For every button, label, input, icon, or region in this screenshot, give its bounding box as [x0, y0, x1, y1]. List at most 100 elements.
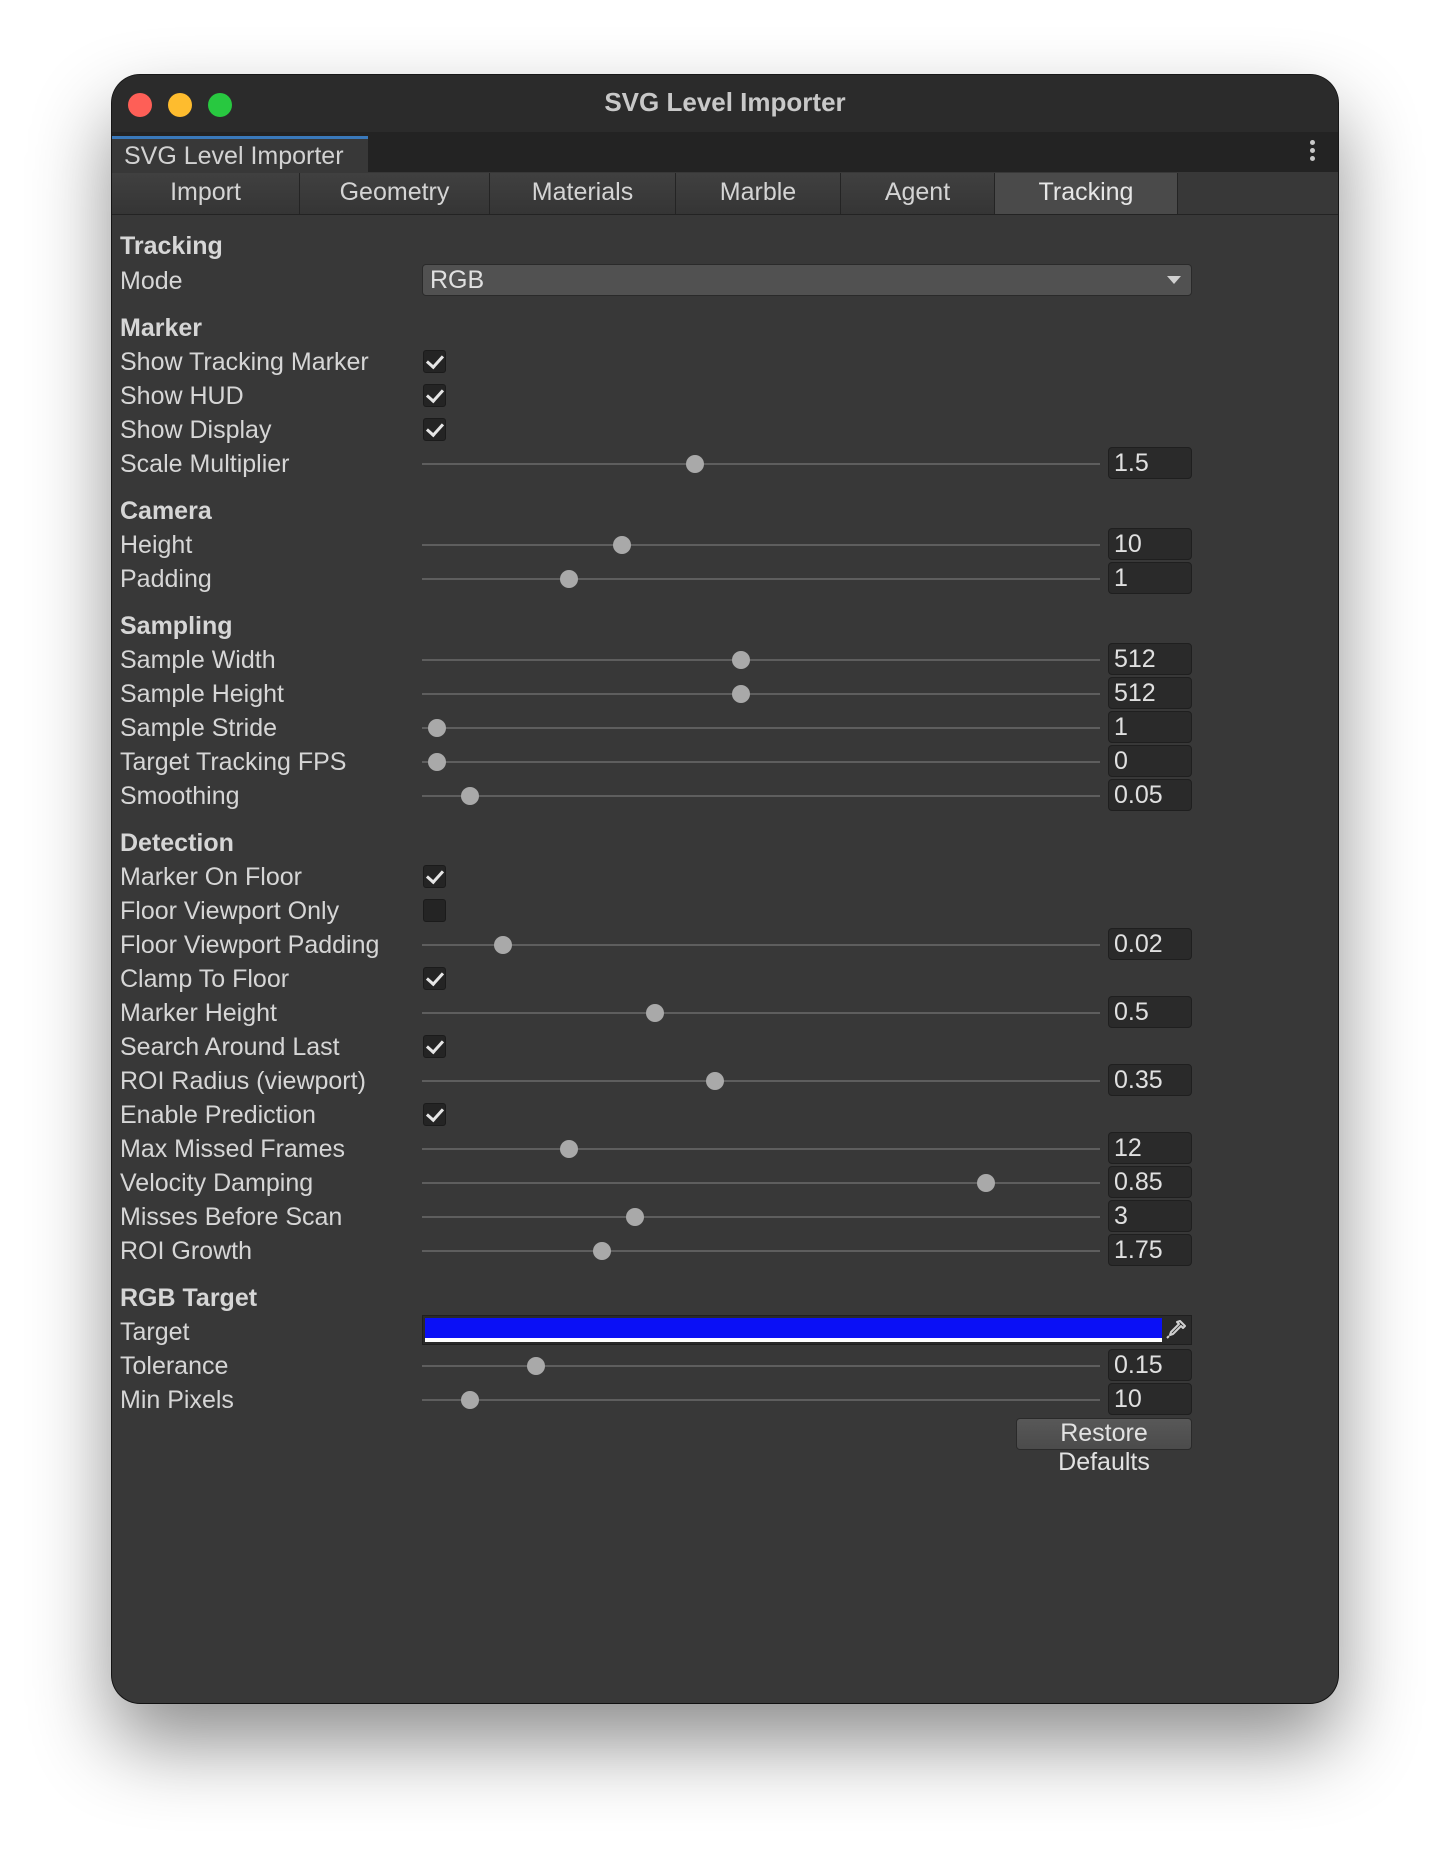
scale-multiplier-value: 1.5: [1114, 449, 1149, 477]
slider-row: Velocity Damping 0.85: [112, 1166, 1338, 1200]
velocity-damping-slider[interactable]: [422, 1182, 1100, 1184]
sample-width-slider[interactable]: [422, 659, 1100, 661]
checkmark-icon: [425, 418, 445, 438]
enable-prediction-checkbox[interactable]: [423, 1103, 446, 1126]
velocity-damping-label: Velocity Damping: [120, 1169, 314, 1197]
misses-before-scan-slider[interactable]: [422, 1216, 1100, 1218]
sample-height-field[interactable]: 512: [1108, 677, 1192, 709]
sample-height-label: Sample Height: [120, 680, 284, 708]
search-around-last-checkbox[interactable]: [423, 1035, 446, 1058]
min-pixels-slider[interactable]: [422, 1399, 1100, 1401]
mode-label: Mode: [120, 267, 183, 295]
floor-viewport-padding-slider-thumb[interactable]: [493, 936, 512, 954]
checkbox-row: Show HUD: [112, 379, 1338, 413]
marker-height-slider[interactable]: [422, 1012, 1100, 1014]
camera-height-value: 10: [1114, 530, 1142, 558]
min-pixels-field[interactable]: 10: [1108, 1383, 1192, 1415]
eyedropper-icon[interactable]: [1163, 1318, 1189, 1342]
marker-height-field[interactable]: 0.5: [1108, 996, 1192, 1028]
camera-height-slider-thumb[interactable]: [612, 536, 631, 554]
tab-materials[interactable]: Materials: [490, 173, 676, 214]
max-missed-frames-value: 12: [1114, 1134, 1142, 1162]
sample-stride-slider[interactable]: [422, 727, 1100, 729]
camera-padding-slider[interactable]: [422, 578, 1100, 580]
min-pixels-slider-thumb[interactable]: [460, 1391, 479, 1409]
roi-radius-slider-thumb[interactable]: [705, 1072, 724, 1090]
sample-width-value: 512: [1114, 645, 1156, 673]
max-missed-frames-field[interactable]: 12: [1108, 1132, 1192, 1164]
roi-radius-slider[interactable]: [422, 1080, 1100, 1082]
close-window-button[interactable]: [128, 93, 152, 117]
floor-viewport-padding-field[interactable]: 0.02: [1108, 928, 1192, 960]
camera-height-slider[interactable]: [422, 544, 1100, 546]
checkbox-row: Show Tracking Marker: [112, 345, 1338, 379]
tolerance-label: Tolerance: [120, 1352, 229, 1380]
scale-multiplier-slider[interactable]: [422, 463, 1100, 465]
misses-before-scan-field[interactable]: 3: [1108, 1200, 1192, 1232]
roi-growth-field[interactable]: 1.75: [1108, 1234, 1192, 1266]
max-missed-frames-label: Max Missed Frames: [120, 1135, 346, 1163]
misses-before-scan-slider-thumb[interactable]: [626, 1208, 645, 1226]
mode-dropdown[interactable]: RGB: [422, 264, 1192, 296]
checkbox-row: Floor Viewport Only: [112, 894, 1338, 928]
sample-stride-field[interactable]: 1: [1108, 711, 1192, 743]
roi-growth-slider[interactable]: [422, 1250, 1100, 1252]
tolerance-slider[interactable]: [422, 1365, 1100, 1367]
sample-height-slider[interactable]: [422, 693, 1100, 695]
more-options-icon[interactable]: [1308, 140, 1316, 164]
target-color-field[interactable]: [422, 1315, 1192, 1345]
sample-height-value: 512: [1114, 679, 1156, 707]
smoothing-slider[interactable]: [422, 795, 1100, 797]
minimize-window-button[interactable]: [168, 93, 192, 117]
max-missed-frames-slider-thumb[interactable]: [560, 1140, 579, 1158]
document-tab[interactable]: SVG Level Importer: [112, 136, 368, 172]
show-display-checkbox[interactable]: [423, 418, 446, 441]
tab-agent[interactable]: Agent: [841, 173, 995, 214]
target-fps-slider[interactable]: [422, 761, 1100, 763]
tab-geometry[interactable]: Geometry: [300, 173, 490, 214]
tab-tracking[interactable]: Tracking: [995, 173, 1178, 214]
show-hud-checkbox[interactable]: [423, 384, 446, 407]
search-around-last-label: Search Around Last: [120, 1033, 340, 1061]
show-display-label: Show Display: [120, 416, 272, 444]
target-fps-field[interactable]: 0: [1108, 745, 1192, 777]
marker-height-slider-thumb[interactable]: [646, 1004, 665, 1022]
smoothing-field[interactable]: 0.05: [1108, 779, 1192, 811]
target-fps-slider-thumb[interactable]: [427, 753, 446, 771]
scale-multiplier-slider-thumb[interactable]: [685, 455, 704, 473]
sample-width-field[interactable]: 512: [1108, 643, 1192, 675]
target-color-swatch[interactable]: [425, 1318, 1162, 1338]
restore-defaults-button[interactable]: Restore Defaults: [1016, 1418, 1192, 1476]
tolerance-value: 0.15: [1114, 1351, 1163, 1379]
camera-padding-field[interactable]: 1: [1108, 562, 1192, 594]
roi-radius-field[interactable]: 0.35: [1108, 1064, 1192, 1096]
velocity-damping-field[interactable]: 0.85: [1108, 1166, 1192, 1198]
smoothing-slider-thumb[interactable]: [460, 787, 479, 805]
max-missed-frames-slider[interactable]: [422, 1148, 1100, 1150]
roi-growth-slider-thumb[interactable]: [593, 1242, 612, 1260]
marker-on-floor-checkbox[interactable]: [423, 865, 446, 888]
tab-import[interactable]: Import: [112, 173, 300, 214]
camera-padding-slider-thumb[interactable]: [560, 570, 579, 588]
velocity-damping-slider-thumb[interactable]: [977, 1174, 996, 1192]
marker-on-floor-label: Marker On Floor: [120, 863, 302, 891]
sample-height-slider-thumb[interactable]: [732, 685, 751, 703]
slider-row: Target Tracking FPS 0: [112, 745, 1338, 779]
misses-before-scan-label: Misses Before Scan: [120, 1203, 343, 1231]
sample-stride-slider-thumb[interactable]: [427, 719, 446, 737]
floor-viewport-only-checkbox[interactable]: [423, 899, 446, 922]
show-hud-label: Show HUD: [120, 382, 244, 410]
tolerance-slider-thumb[interactable]: [526, 1357, 545, 1375]
slider-row: Marker Height 0.5: [112, 996, 1338, 1030]
camera-height-field[interactable]: 10: [1108, 528, 1192, 560]
tab-marble[interactable]: Marble: [676, 173, 841, 214]
floor-viewport-padding-slider[interactable]: [422, 944, 1100, 946]
show-tracking-marker-checkbox[interactable]: [423, 350, 446, 373]
clamp-to-floor-checkbox[interactable]: [423, 967, 446, 990]
maximize-window-button[interactable]: [208, 93, 232, 117]
tolerance-field[interactable]: 0.15: [1108, 1349, 1192, 1381]
sample-width-slider-thumb[interactable]: [732, 651, 751, 669]
marker-height-label: Marker Height: [120, 999, 277, 1027]
scale-multiplier-field[interactable]: 1.5: [1108, 447, 1192, 479]
target-color-label: Target: [120, 1318, 190, 1346]
